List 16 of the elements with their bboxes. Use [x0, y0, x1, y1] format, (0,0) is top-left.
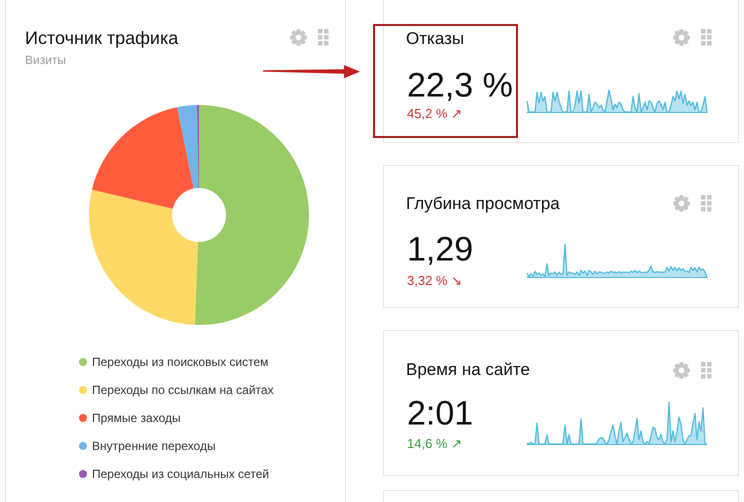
text: 1,29 — [407, 230, 474, 269]
text: 14,6 % ↗ — [407, 436, 462, 452]
chart-subtitle: Визиты — [25, 53, 66, 67]
chart-title: Время на сайте — [406, 360, 530, 379]
chart-title: Глубина просмотра — [406, 194, 560, 213]
legend-label: Прямые заходы — [92, 411, 181, 425]
text: 45,2 % ↗ — [407, 106, 462, 122]
legend-label: Переходы из поисковых систем — [92, 355, 268, 369]
chart-title: Отказы — [406, 29, 464, 48]
chart-title: Источник трафика — [25, 28, 180, 48]
legend-label: Переходы по ссылкам на сайтах — [92, 383, 274, 397]
legend-label: Переходы из социальных сетей — [92, 467, 270, 481]
text: 22,3 % — [407, 66, 513, 105]
text: 2:01 — [407, 394, 474, 433]
legend-label: Внутренние переходы — [92, 439, 216, 453]
text: 3,32 % ↘ — [407, 273, 462, 288]
